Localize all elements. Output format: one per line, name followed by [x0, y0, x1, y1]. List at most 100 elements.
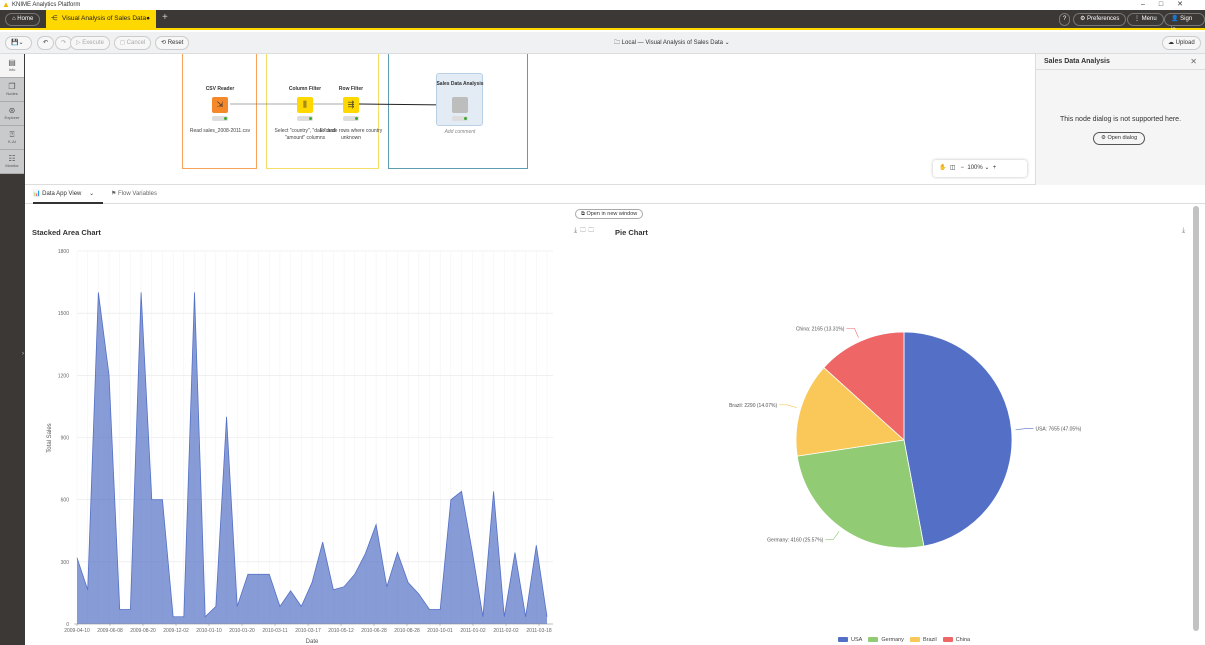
- legend-swatch: [868, 637, 879, 643]
- node-description: Exclude rows where country unknown: [319, 128, 383, 141]
- new-tab-button[interactable]: +: [162, 12, 168, 23]
- x-tick-label: 2010-10-01: [427, 628, 453, 634]
- window-title-bar: ▲ KNIME Analytics Platform –□✕: [0, 0, 1205, 10]
- node-title: Sales Data Analysis: [436, 81, 484, 87]
- panel-title: Sales Data Analysis: [1044, 58, 1110, 65]
- left-sidebar: ▤ Info ❐ Nodes ⊛ Explorer ⍰ K-AI ☷ Monitor ›: [0, 54, 25, 645]
- y-tick-label: 1800: [58, 249, 69, 255]
- monitor-icon: ☷: [8, 154, 16, 163]
- workflow-canvas[interactable]: CSV Reader ⇲ Read sales_2008-2011.csv Co…: [25, 54, 1035, 185]
- undo-button[interactable]: ↶: [37, 36, 55, 50]
- download-icon[interactable]: ⤓: [1182, 227, 1186, 234]
- home-tab[interactable]: ⌂ Home: [5, 13, 41, 26]
- open-in-new-window-button[interactable]: ⧉ Open in new window: [575, 209, 644, 219]
- node-status: [343, 116, 359, 121]
- pie-slice-brazil: [795, 367, 905, 457]
- pie-chart-title: Pie Chart: [615, 228, 648, 237]
- cancel-button[interactable]: ◻ Cancel: [114, 36, 152, 50]
- x-tick-label: 2010-03-17: [295, 628, 321, 634]
- home-label: Home: [17, 16, 34, 22]
- pie-slice-china: [823, 331, 905, 441]
- zoom-level[interactable]: 100%: [967, 165, 983, 171]
- sidebar-item-kai[interactable]: ⍰ K-AI: [0, 126, 24, 150]
- node-description: Read sales_2008-2011.csv: [189, 128, 251, 134]
- view-tabs: 📊 Data App View ⌄ ⚑ Flow Variables: [25, 185, 1205, 204]
- reset-label: Reset: [167, 40, 184, 46]
- pie-label: China: 2165 (13.31%): [796, 327, 845, 333]
- workflow-tab[interactable]: ⋲ Visual Analysis of Sales Data ●: [46, 10, 156, 28]
- sidebar-item-monitor[interactable]: ☷ Monitor: [0, 150, 24, 174]
- x-tick-label: 2009-08-20: [130, 628, 156, 634]
- nodes-icon: ❐: [8, 82, 16, 91]
- y-tick-label: 1500: [58, 311, 69, 317]
- legend-swatch: [909, 637, 920, 643]
- expand-chevron-icon[interactable]: ›: [22, 351, 24, 357]
- open-window-label: Open in new window: [586, 211, 638, 217]
- legend-item[interactable]: Brazil: [904, 637, 937, 643]
- legend-label: USA: [851, 637, 863, 643]
- sidebar-label: Monitor: [5, 163, 19, 168]
- menu-button[interactable]: ⋮ Menu: [1127, 13, 1164, 26]
- x-tick-label: 2010-08-28: [394, 628, 420, 634]
- reset-button[interactable]: ⟲ Reset: [155, 36, 190, 50]
- sidebar-label: Explorer: [4, 115, 20, 120]
- toolbar: 💾⌄ ↶ ↷ ▷ Execute ◻ Cancel ⟲ Reset 🗀 Loca…: [0, 32, 1205, 54]
- legend-item[interactable]: China: [937, 637, 970, 643]
- x-tick-label: 2009-04-10: [64, 628, 90, 634]
- fit-icon[interactable]: ◫: [949, 165, 956, 171]
- save-button[interactable]: 💾⌄: [5, 36, 32, 50]
- pie-label: Germany: 4160 (25.57%): [767, 537, 823, 543]
- pie-label: Brazil: 2290 (14.07%): [729, 403, 777, 409]
- pie-legend: USA Germany Brazil China: [832, 637, 970, 643]
- unsaved-dot-icon: ●: [146, 15, 150, 22]
- tab-bar: ⌂ Home ⋲ Visual Analysis of Sales Data ● +…: [0, 10, 1205, 33]
- tab-data-app-view[interactable]: 📊 Data App View ⌄: [33, 190, 103, 204]
- zoom-in-button[interactable]: +: [992, 165, 997, 171]
- open-dialog-button[interactable]: ⚙ Open dialog: [1093, 132, 1146, 145]
- tab-label: Flow Variables: [118, 191, 157, 197]
- window-controls[interactable]: –□✕: [1141, 1, 1197, 8]
- add-comment[interactable]: Add comment: [444, 129, 476, 135]
- preferences-label: Preferences: [1087, 16, 1120, 22]
- execute-button[interactable]: ▷ Execute: [70, 36, 110, 50]
- help-button[interactable]: ?: [1059, 13, 1071, 26]
- x-tick-label: 2009-12-02: [163, 628, 189, 634]
- csv-reader-node[interactable]: ⇲: [212, 97, 228, 113]
- legend-item[interactable]: Germany: [862, 637, 904, 643]
- close-icon[interactable]: ✕: [1190, 57, 1197, 66]
- sidebar-item-info[interactable]: ▤ Info: [0, 54, 24, 78]
- x-tick-label: 2010-05-12: [328, 628, 354, 634]
- workflow-breadcrumb[interactable]: 🗀 Local — Visual Analysis of Sales Data …: [614, 40, 730, 46]
- chart-toolbox[interactable]: ⤓⬚⬚: [574, 227, 597, 234]
- info-icon: ▤: [8, 58, 16, 67]
- row-filter-node[interactable]: ⇶: [343, 97, 359, 113]
- menu-label: Menu: [1141, 16, 1157, 22]
- legend-item[interactable]: USA: [832, 637, 862, 643]
- area-chart-title: Stacked Area Chart: [32, 228, 101, 237]
- pie-label-line: [779, 404, 797, 408]
- column-filter-node[interactable]: ⫼: [297, 97, 313, 113]
- pie-label: USA: 7655 (47.05%): [1035, 427, 1081, 433]
- x-tick-label: 2010-01-10: [196, 628, 222, 634]
- scrollbar[interactable]: [1193, 206, 1199, 631]
- cancel-label: Cancel: [126, 40, 146, 46]
- sales-data-analysis-node[interactable]: [452, 97, 468, 113]
- pan-icon[interactable]: ✋: [939, 165, 947, 171]
- x-axis-label: Date: [306, 639, 319, 645]
- legend-label: Brazil: [922, 637, 937, 643]
- tab-flow-variables[interactable]: ⚑ Flow Variables: [111, 191, 157, 197]
- pie-slice-usa: [903, 331, 1013, 547]
- sign-in-label: Sign in: [1171, 16, 1193, 33]
- node-status: [297, 116, 313, 121]
- chevron-down-icon[interactable]: ⌄: [89, 191, 95, 197]
- home-icon: ⌂: [12, 16, 18, 22]
- preferences-button[interactable]: ⚙ Preferences: [1073, 13, 1127, 26]
- zoom-out-button[interactable]: −: [960, 165, 965, 171]
- sidebar-item-explorer[interactable]: ⊛ Explorer: [0, 102, 24, 126]
- sidebar-item-nodes[interactable]: ❐ Nodes: [0, 78, 24, 102]
- workflow-tab-label: Visual Analysis of Sales Data: [62, 15, 147, 22]
- upload-button[interactable]: ☁ Upload: [1162, 36, 1201, 50]
- x-tick-label: 2011-03-18: [526, 628, 551, 634]
- knime-logo-icon: ▲: [2, 0, 10, 9]
- legend-swatch: [838, 637, 848, 643]
